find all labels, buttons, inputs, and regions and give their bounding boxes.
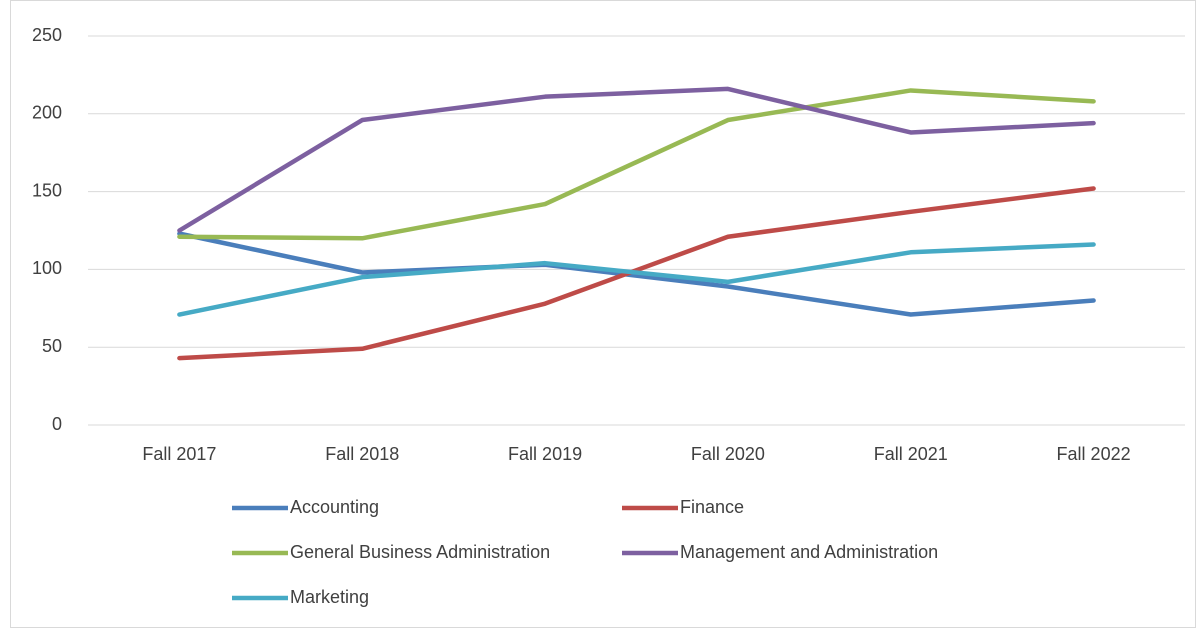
x-tick-label: Fall 2018 [325, 444, 399, 464]
y-tick-label: 100 [32, 258, 62, 278]
x-tick-label: Fall 2019 [508, 444, 582, 464]
legend-label: General Business Administration [290, 542, 550, 562]
y-tick-label: 0 [52, 414, 62, 434]
chart-frame [10, 0, 1196, 628]
x-tick-label: Fall 2020 [691, 444, 765, 464]
series-line [177, 231, 1096, 317]
y-tick-label: 250 [32, 25, 62, 45]
series-line [177, 86, 1096, 233]
series-line [177, 88, 1096, 241]
legend-label: Finance [680, 497, 744, 517]
x-tick-label: Fall 2022 [1057, 444, 1131, 464]
series-line [177, 242, 1096, 317]
legend-label: Management and Administration [680, 542, 938, 562]
legend-label: Marketing [290, 587, 369, 607]
y-tick-label: 150 [32, 180, 62, 200]
y-tick-label: 50 [42, 336, 62, 356]
series-line [177, 186, 1096, 361]
x-tick-label: Fall 2021 [874, 444, 948, 464]
legend-label: Accounting [290, 497, 379, 517]
x-tick-label: Fall 2017 [142, 444, 216, 464]
y-tick-label: 200 [32, 103, 62, 123]
